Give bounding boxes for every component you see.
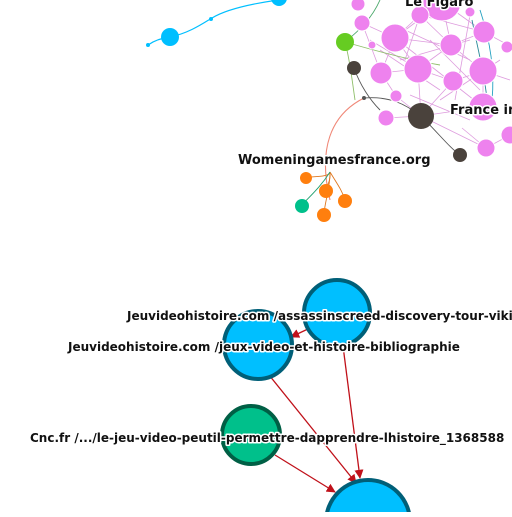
node-orange[interactable] — [319, 184, 333, 198]
node-violet[interactable] — [410, 5, 430, 25]
lower-subgraph: Jeuvideohistoire.com /assassinscreed-dis… — [29, 278, 512, 517]
node-violet[interactable] — [500, 125, 512, 145]
node-jvh-biblio[interactable] — [222, 309, 294, 381]
node-violet[interactable] — [472, 20, 496, 44]
node-cyan-top[interactable] — [271, 0, 287, 6]
node-violet[interactable] — [442, 70, 464, 92]
node-violet[interactable] — [403, 54, 433, 84]
node-violet[interactable] — [377, 109, 395, 127]
node-violet[interactable] — [468, 92, 498, 122]
node-violet[interactable] — [476, 138, 496, 158]
node-violet[interactable] — [439, 33, 463, 57]
node-violet[interactable] — [389, 89, 403, 103]
edge-salmon — [324, 97, 365, 201]
node-dark-large[interactable] — [408, 103, 434, 129]
node-cyan-tiny[interactable] — [209, 17, 213, 21]
node-violet[interactable] — [422, 0, 462, 22]
violet-nodes — [350, 0, 512, 158]
node-orange[interactable] — [338, 194, 352, 208]
node-lime[interactable] — [336, 33, 354, 51]
node-jvh-assassin[interactable] — [302, 278, 372, 348]
node-teal-dot[interactable] — [362, 96, 366, 100]
node-violet[interactable] — [369, 61, 393, 85]
cyan-chain — [146, 0, 287, 47]
label-le-figaro: Le Figaro — [405, 0, 473, 10]
node-violet[interactable] — [353, 14, 371, 32]
node-violet[interactable] — [464, 6, 476, 18]
node-violet[interactable] — [350, 0, 366, 12]
node-cyan-small[interactable] — [146, 43, 150, 47]
node-violet[interactable] — [380, 23, 410, 53]
women-branch: Womeningamesfrance.org — [237, 152, 432, 222]
node-violet[interactable] — [367, 40, 377, 50]
edge-cnc-to-target — [274, 454, 336, 493]
node-orange[interactable] — [300, 172, 312, 184]
node-violet[interactable] — [500, 40, 512, 54]
label-cnc: Cnc.fr /.../le-jeu-video-peutil-permettr… — [30, 431, 504, 446]
edge-cyan-chain — [147, 0, 279, 46]
node-dark[interactable] — [347, 61, 361, 75]
edge-assassin-to-target — [342, 345, 364, 479]
label-jvh-biblio: Jeuvideohistoire.com /jeux-video-et-hist… — [67, 340, 460, 354]
label-france-inter: France in — [450, 103, 512, 118]
lower-edges — [264, 327, 364, 493]
edge-biblio-to-target — [264, 369, 357, 484]
node-orange[interactable] — [317, 208, 331, 222]
node-cnc[interactable] — [220, 404, 282, 466]
node-dark-small[interactable] — [453, 148, 467, 162]
label-womeningamesfrance: Womeningamesfrance.org — [238, 153, 431, 168]
top-cluster: Le Figaro France in — [146, 0, 512, 201]
node-target[interactable] — [324, 478, 412, 517]
node-violet[interactable] — [468, 56, 498, 86]
node-green-small[interactable] — [295, 199, 309, 213]
node-cyan-medium[interactable] — [161, 28, 179, 46]
label-jvh-assassin: Jeuvideohistoire.com /assassinscreed-dis… — [126, 309, 512, 323]
